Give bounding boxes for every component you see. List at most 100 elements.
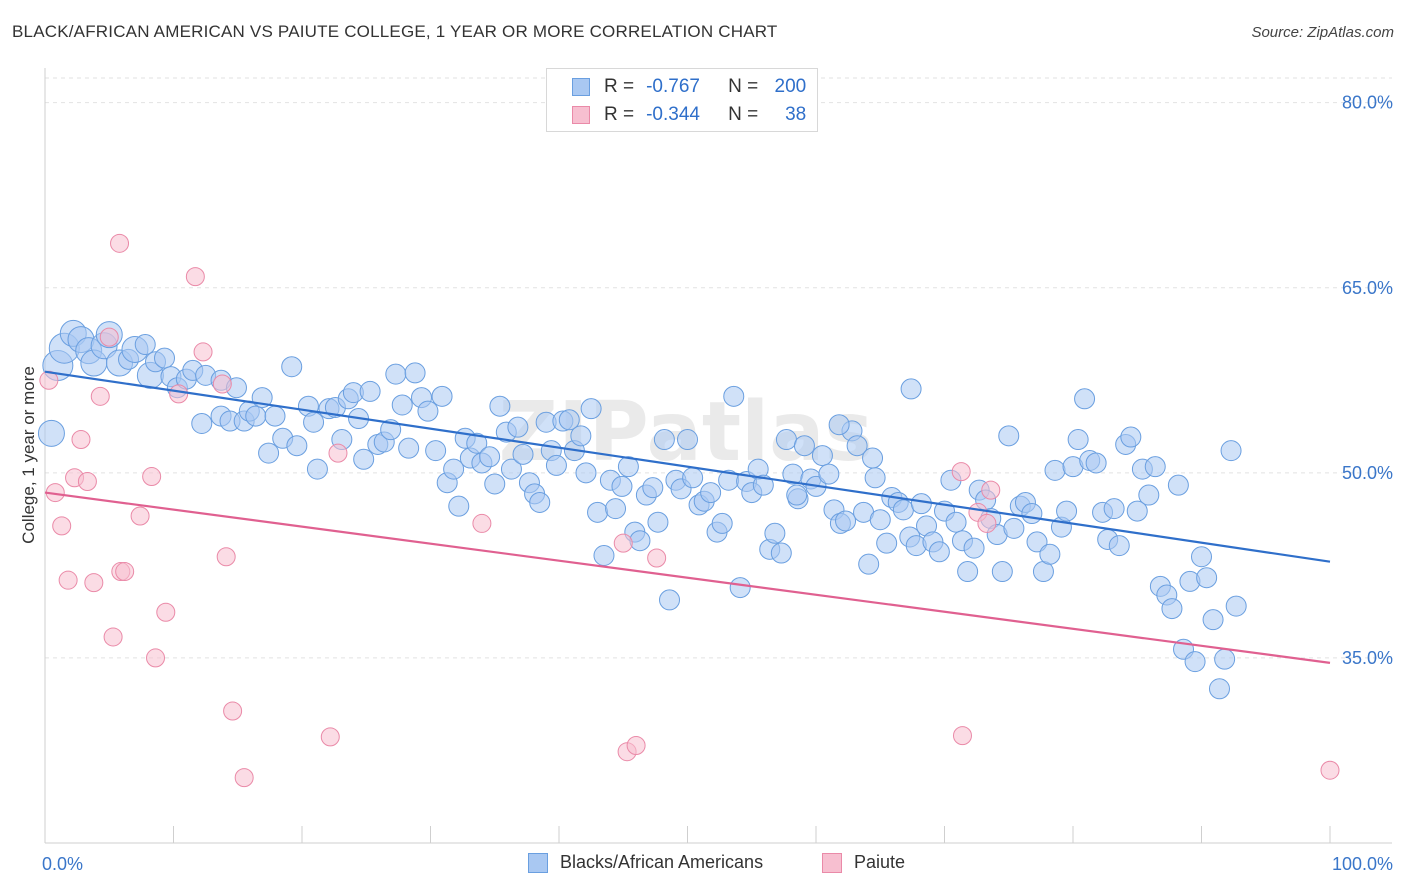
point-blacks	[793, 435, 815, 457]
point-blacks	[647, 511, 669, 533]
point-paiute	[146, 648, 166, 668]
point-blacks	[489, 395, 511, 417]
point-blacks	[677, 429, 698, 451]
point-blacks	[1074, 388, 1096, 410]
bottom-legend-swatch-paiute	[822, 852, 842, 873]
point-blacks	[385, 363, 407, 385]
point-paiute	[328, 443, 348, 463]
legend-r-value: -0.344	[646, 104, 700, 125]
point-blacks	[723, 385, 745, 407]
point-blacks	[617, 456, 639, 478]
point-paiute	[52, 516, 72, 536]
point-paiute	[90, 386, 110, 406]
point-blacks	[682, 467, 704, 489]
bottom-legend-swatch-blacks	[528, 852, 548, 873]
point-paiute	[234, 768, 254, 788]
point-blacks	[1056, 500, 1078, 522]
point-blacks	[281, 356, 303, 378]
point-paiute	[951, 462, 971, 482]
point-blacks	[659, 589, 681, 611]
point-paiute	[1320, 760, 1340, 780]
bottom-legend: Blacks/African Americans Paiute	[0, 852, 1406, 876]
point-blacks	[1220, 440, 1242, 462]
point-blacks	[134, 334, 156, 356]
legend-row-paiute: R = -0.344 N = 38	[547, 101, 806, 129]
point-blacks	[786, 484, 808, 506]
chart-title: BLACK/AFRICAN AMERICAN VS PAIUTE COLLEGE…	[12, 22, 778, 41]
point-blacks	[425, 440, 447, 462]
point-blacks	[818, 463, 840, 485]
point-blacks	[1108, 535, 1130, 557]
point-blacks	[37, 419, 65, 447]
point-blacks	[858, 553, 880, 575]
point-paiute	[212, 374, 232, 394]
point-blacks	[258, 442, 280, 464]
point-blacks	[1103, 498, 1125, 520]
point-blacks	[869, 509, 891, 531]
legend-r-label: R =	[604, 104, 635, 125]
point-blacks	[593, 545, 615, 567]
point-blacks	[629, 530, 651, 552]
point-paiute	[472, 513, 492, 533]
point-paiute	[99, 327, 119, 347]
point-blacks	[191, 412, 213, 434]
point-blacks	[1067, 429, 1089, 451]
point-blacks	[864, 467, 886, 489]
trend-lines	[44, 370, 1331, 664]
point-blacks	[479, 446, 501, 468]
point-blacks	[286, 435, 308, 457]
point-blacks	[862, 447, 884, 469]
y-axis-label: College, 1 year or more	[19, 366, 38, 544]
point-blacks	[1085, 452, 1107, 474]
point-blacks	[587, 501, 609, 523]
point-blacks	[154, 347, 176, 369]
bottom-legend-label-blacks: Blacks/African Americans	[560, 852, 764, 872]
trend-line-paiute	[44, 491, 1331, 664]
point-paiute	[216, 547, 236, 567]
point-blacks	[963, 537, 985, 559]
point-blacks	[642, 477, 664, 499]
point-blacks	[1208, 678, 1230, 700]
point-paiute	[130, 506, 150, 526]
point-blacks	[512, 443, 534, 465]
point-blacks	[605, 498, 627, 520]
point-blacks	[764, 522, 786, 544]
point-blacks	[1126, 500, 1148, 522]
y-tick-label: 35.0%	[1342, 648, 1393, 668]
point-blacks	[575, 462, 597, 484]
point-blacks	[900, 378, 922, 400]
point-blacks	[1214, 648, 1236, 670]
axes	[44, 68, 1392, 844]
point-blacks	[484, 473, 506, 495]
point-blacks	[245, 405, 267, 427]
x-tick-labels: 0.0% 100.0%	[42, 854, 1393, 874]
x-tick-label: 0.0%	[42, 854, 83, 874]
point-blacks	[998, 425, 1020, 447]
point-blacks	[570, 425, 592, 447]
x-tick-label: 100.0%	[1332, 854, 1393, 874]
point-blacks	[303, 411, 325, 433]
point-blacks	[398, 437, 420, 459]
point-paiute	[84, 573, 104, 593]
point-blacks	[558, 409, 580, 431]
point-blacks	[811, 445, 833, 467]
point-blacks	[991, 561, 1013, 583]
legend-n-value: 38	[785, 104, 807, 125]
point-blacks	[380, 419, 402, 441]
point-blacks	[359, 380, 381, 402]
point-blacks	[752, 474, 774, 496]
point-paiute	[58, 570, 78, 590]
point-blacks	[500, 458, 522, 480]
point-blacks	[1044, 459, 1066, 481]
y-tick-label: 65.0%	[1342, 278, 1393, 298]
point-blacks	[391, 394, 413, 416]
point-blacks	[835, 510, 857, 532]
point-blacks	[1021, 503, 1043, 525]
point-blacks	[448, 495, 470, 517]
point-blacks	[957, 561, 979, 583]
point-blacks	[1191, 546, 1212, 568]
point-paiute	[223, 701, 243, 721]
point-paiute	[142, 467, 162, 487]
point-paiute	[71, 430, 91, 450]
